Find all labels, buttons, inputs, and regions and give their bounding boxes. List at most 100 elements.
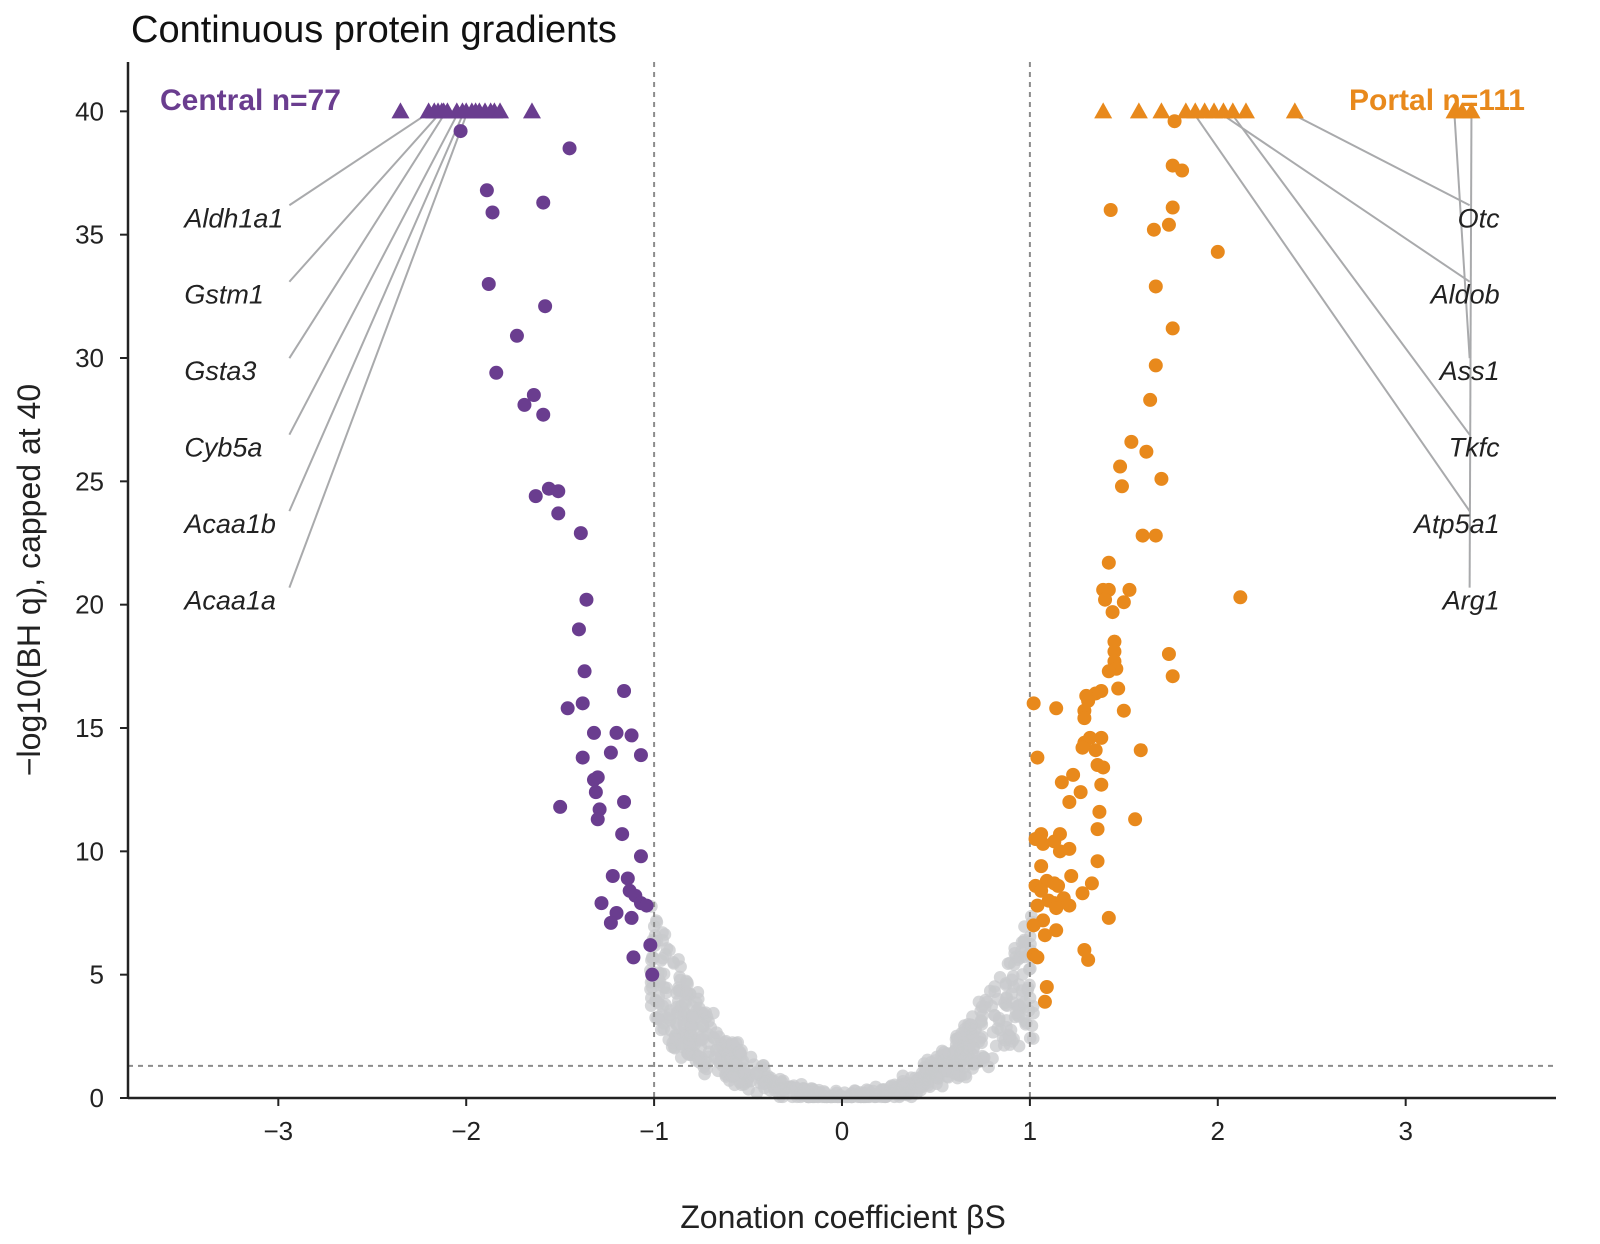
ns-point — [710, 1026, 723, 1039]
portal-point — [1026, 696, 1041, 711]
ns-point — [696, 1032, 709, 1046]
gene-label: Atp5a1 — [1412, 509, 1500, 539]
portal-capped-marker — [1152, 102, 1171, 119]
ns-point — [686, 1011, 699, 1025]
central-point — [577, 664, 592, 679]
ns-point — [680, 987, 693, 1000]
x-axis-ticks: −3 −2 −1 0 1 2 3 — [263, 1098, 1413, 1146]
portal-point — [1081, 952, 1096, 967]
portal-group-label: Portal n=111 — [1349, 84, 1525, 117]
connector-line — [1194, 114, 1471, 512]
portal-point — [1034, 859, 1049, 874]
central-point — [605, 869, 620, 883]
central-point — [624, 728, 639, 743]
central-point — [538, 299, 553, 314]
central-capped-marker — [491, 102, 510, 119]
central-point — [560, 701, 575, 716]
connector-line — [1453, 115, 1471, 359]
central-point — [485, 205, 500, 220]
gene-label: Otc — [1458, 203, 1501, 233]
portal-point — [1062, 841, 1077, 856]
ns-point — [1025, 1019, 1039, 1033]
x-tick-label: 3 — [1398, 1116, 1412, 1146]
gene-label: Gstm1 — [184, 280, 264, 310]
central-point — [603, 745, 618, 760]
portal-capped-marker — [1094, 102, 1113, 119]
portal-point — [1075, 886, 1090, 901]
ns-point — [696, 1019, 709, 1032]
central-point — [624, 910, 639, 925]
portal-point — [1111, 681, 1126, 696]
portal-point — [1135, 528, 1150, 543]
portal-point — [1165, 200, 1180, 215]
central-point — [603, 915, 618, 930]
x-tick-label: −1 — [639, 1116, 669, 1146]
ns-point — [986, 1052, 999, 1065]
portal-point — [1161, 217, 1176, 232]
y-axis-ticks: 0 5 10 15 20 25 30 35 40 — [75, 96, 128, 1113]
portal-point — [1233, 590, 1248, 605]
ns-point — [974, 1015, 988, 1029]
portal-point — [1034, 883, 1049, 898]
portal-point — [1139, 444, 1154, 459]
central-point — [590, 812, 605, 827]
ns-point — [759, 1075, 772, 1089]
portal-point — [1062, 898, 1077, 913]
portal-point — [1030, 750, 1045, 765]
chart-title: Continuous protein gradients — [131, 9, 617, 51]
portal-capped-marker — [1129, 102, 1148, 119]
ns-point — [679, 996, 692, 1010]
portal-point — [1101, 555, 1116, 570]
ns-point — [968, 1050, 981, 1063]
ns-point — [964, 1018, 978, 1032]
x-tick-label: −3 — [263, 1116, 293, 1146]
central-point — [575, 750, 590, 765]
ns-point — [1005, 973, 1019, 987]
ns-point — [991, 992, 1005, 1006]
central-point — [626, 950, 641, 965]
portal-point — [1054, 775, 1069, 790]
ns-point — [1023, 1031, 1037, 1045]
y-tick-label: 40 — [75, 96, 104, 126]
central-point — [526, 388, 541, 402]
portal-point — [1154, 471, 1169, 486]
central-point — [615, 827, 630, 842]
portal-point — [1049, 701, 1064, 716]
central-point — [562, 141, 577, 156]
gene-label: Acaa1b — [182, 509, 276, 539]
ns-point — [870, 1090, 884, 1103]
central-group-label: Central n=77 — [160, 84, 341, 117]
portal-point — [1161, 647, 1176, 661]
portal-point — [1030, 898, 1045, 913]
portal-point — [1116, 595, 1131, 610]
ns-point — [663, 943, 676, 957]
portal-point — [1077, 711, 1092, 726]
portal-point — [1049, 923, 1064, 938]
portal-point — [1096, 760, 1111, 775]
central-capped-marker — [391, 102, 410, 119]
central-point — [553, 799, 568, 814]
central-point — [481, 277, 496, 291]
ns-point — [681, 977, 694, 991]
portal-point — [1143, 392, 1158, 407]
portal-point — [1165, 321, 1180, 336]
portal-point — [1165, 669, 1180, 684]
portal-point — [1084, 876, 1099, 891]
ns-point — [749, 1067, 763, 1080]
central-point — [643, 938, 658, 953]
axes: −3 −2 −1 0 1 2 3 0 5 10 15 20 25 30 35 40 — [75, 62, 1556, 1146]
portal-capped-marker — [1236, 102, 1255, 119]
portal-point — [1114, 479, 1129, 494]
ns-point — [797, 1083, 811, 1096]
ns-point — [992, 1011, 1006, 1025]
ns-point — [978, 1000, 992, 1014]
connector-line — [1232, 114, 1471, 436]
central-point — [536, 195, 551, 210]
central-point — [590, 770, 605, 785]
ns-point — [1018, 995, 1032, 1009]
central-point — [620, 871, 635, 886]
portal-point — [1128, 812, 1143, 827]
central-point — [645, 967, 660, 982]
y-axis-label: −log10(BH q), capped at 40 — [11, 384, 47, 776]
central-points — [453, 124, 660, 982]
